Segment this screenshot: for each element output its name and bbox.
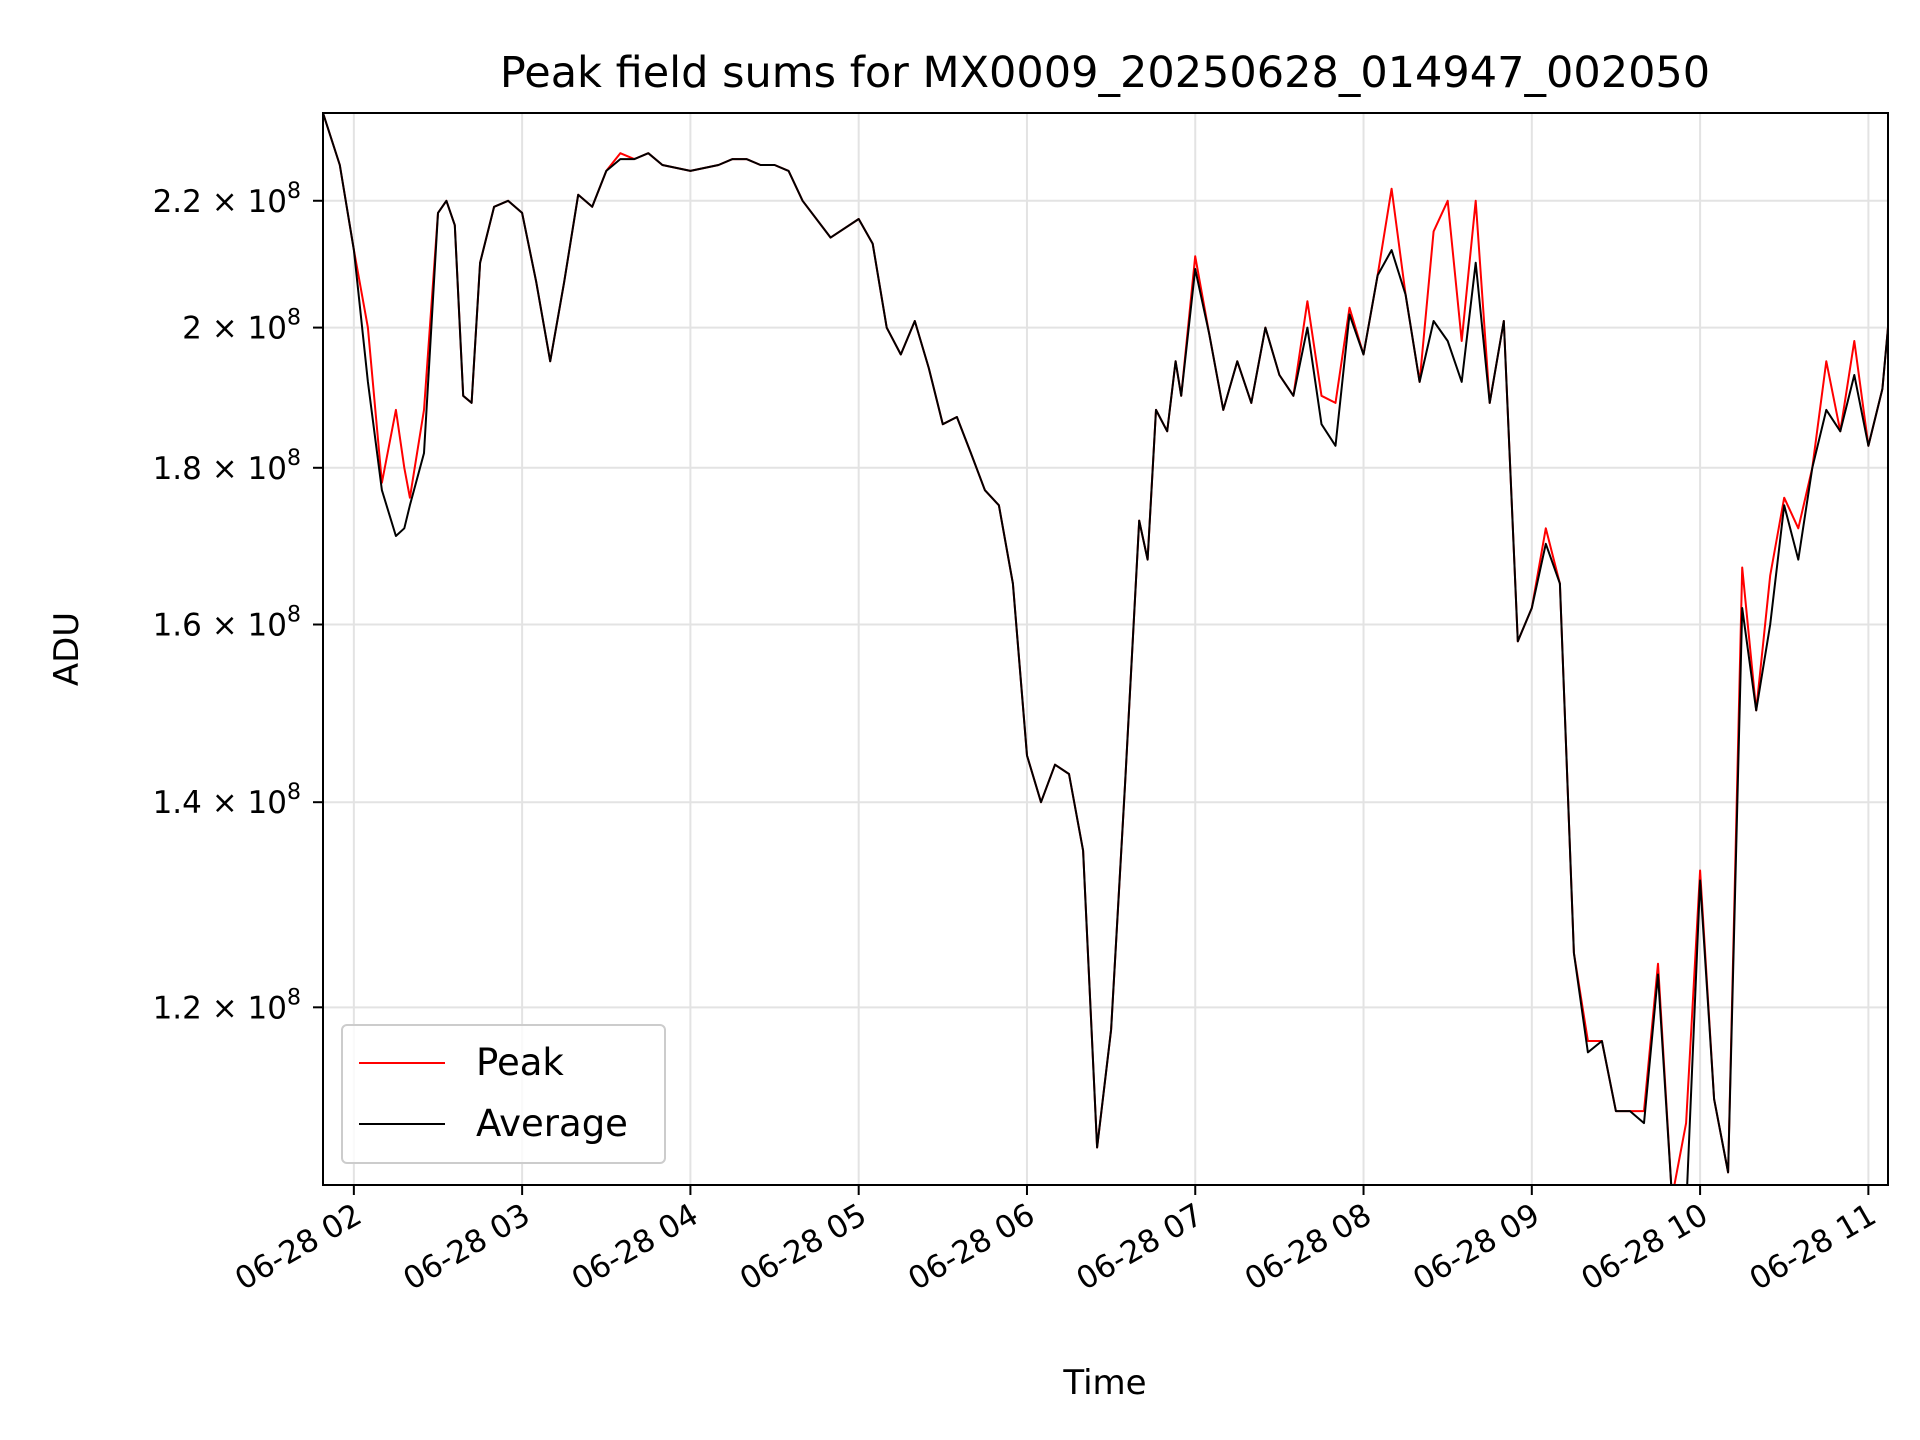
series-lines (323, 113, 1888, 1185)
legend: Peak Average (341, 1024, 666, 1164)
y-tick-label: 1.4 × 108 (153, 780, 301, 821)
y-tick-label: 1.6 × 108 (153, 603, 301, 644)
legend-box (341, 1024, 666, 1164)
y-tick-label: 1.2 × 108 (153, 985, 301, 1026)
legend-label-average: Average (476, 1102, 628, 1145)
legend-label-peak: Peak (476, 1041, 564, 1084)
chart-title: Peak field sums for MX0009_20250628_0149… (500, 48, 1710, 98)
x-axis-label: Time (1062, 1363, 1146, 1403)
series-line-average (323, 113, 1888, 1185)
y-tick-label: 1.8 × 108 (153, 446, 301, 487)
y-axis-label: ADU (47, 612, 87, 686)
grid (323, 113, 1888, 1185)
y-tick-label: 2.2 × 108 (153, 179, 301, 220)
y-tick-label: 2 × 108 (182, 306, 301, 347)
plot-frame (322, 112, 1889, 1186)
